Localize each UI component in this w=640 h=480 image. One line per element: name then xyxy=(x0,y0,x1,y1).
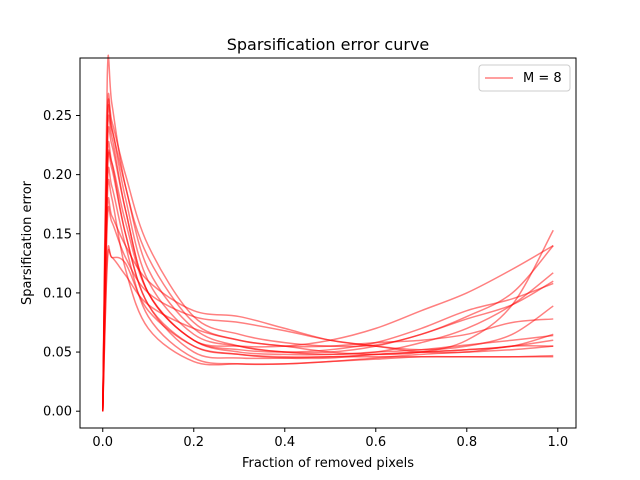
chart-title: Sparsification error curve xyxy=(227,35,430,54)
y-tick-label: 0.05 xyxy=(43,346,72,361)
y-tick-label: 0.20 xyxy=(43,168,72,183)
series-line-5 xyxy=(102,126,554,412)
x-tick-label: 1.0 xyxy=(547,435,568,450)
legend: M = 8 xyxy=(478,64,571,92)
x-axis-ticks: 0.0 0.2 0.4 0.6 0.8 1.0 xyxy=(92,428,568,450)
legend-box xyxy=(478,64,571,92)
series-line-7 xyxy=(102,196,554,412)
x-tick-label: 0.6 xyxy=(365,435,386,450)
series-line-12 xyxy=(102,114,554,412)
series-line-4 xyxy=(102,98,554,412)
y-axis-ticks: 0.00 0.05 0.10 0.15 0.20 0.25 xyxy=(43,109,80,420)
series-lines xyxy=(102,54,554,412)
y-axis-label: Sparsification error xyxy=(20,180,35,305)
series-line-11 xyxy=(102,151,554,412)
x-axis-label: Fraction of removed pixels xyxy=(242,456,414,471)
x-tick-label: 0.2 xyxy=(183,435,204,450)
series-line-6 xyxy=(102,149,554,412)
y-tick-label: 0.00 xyxy=(43,405,72,420)
y-tick-label: 0.10 xyxy=(43,286,72,301)
x-tick-label: 0.0 xyxy=(92,435,113,450)
plot-frame xyxy=(79,57,577,429)
x-tick-label: 0.4 xyxy=(274,435,295,450)
y-tick-label: 0.25 xyxy=(43,109,72,124)
series-line-15 xyxy=(102,140,554,412)
y-tick-label: 0.15 xyxy=(43,227,72,242)
legend-label: M = 8 xyxy=(523,71,562,86)
x-tick-label: 0.8 xyxy=(456,435,477,450)
